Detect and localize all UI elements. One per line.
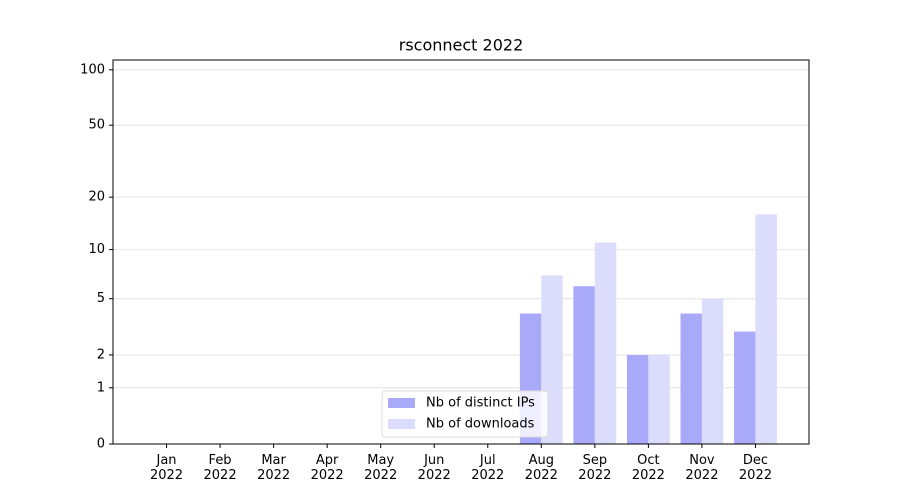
x-tick-label: Dec 2022 xyxy=(738,453,772,483)
y-tick-label: 0 xyxy=(97,437,105,452)
legend-swatch xyxy=(388,419,415,429)
y-tick-label: 5 xyxy=(97,291,105,306)
bar xyxy=(648,354,670,444)
plot-frame xyxy=(112,59,810,445)
y-tick-label: 20 xyxy=(88,190,105,205)
x-tick-label: Sep 2022 xyxy=(578,453,612,483)
x-tick-label: Nov 2022 xyxy=(685,453,719,483)
x-tick-label: Jan 2022 xyxy=(149,453,184,483)
bar xyxy=(594,242,617,444)
bar xyxy=(680,313,702,444)
legend-swatch xyxy=(388,398,415,408)
x-tick-label: Mar 2022 xyxy=(257,453,291,483)
y-tick-label: 2 xyxy=(97,347,105,362)
y-tick-label: 100 xyxy=(80,62,105,77)
y-tick-label: 10 xyxy=(88,242,105,257)
y-tick-label: 50 xyxy=(88,118,105,133)
bar xyxy=(626,354,649,444)
bar xyxy=(755,214,777,444)
legend: Nb of distinct IPs Nb of downloads xyxy=(381,390,549,438)
x-tick-label: Jul 2022 xyxy=(471,453,505,483)
bar xyxy=(734,331,756,444)
x-tick-label: Jun 2022 xyxy=(417,453,451,483)
legend-box xyxy=(381,390,549,438)
y-tick-label: 1 xyxy=(97,380,105,395)
x-tick-label: Feb 2022 xyxy=(203,453,237,483)
chart-title: rsconnect 2022 xyxy=(399,36,524,55)
x-tick-label: May 2022 xyxy=(364,453,398,483)
bar xyxy=(573,286,595,444)
x-tick-label: Aug 2022 xyxy=(524,453,558,483)
legend-label: Nb of distinct IPs xyxy=(426,396,535,411)
legend-label: Nb of downloads xyxy=(426,417,535,432)
bar xyxy=(701,298,724,444)
x-tick-label: Apr 2022 xyxy=(310,453,344,483)
x-tick-label: Oct 2022 xyxy=(631,453,665,483)
